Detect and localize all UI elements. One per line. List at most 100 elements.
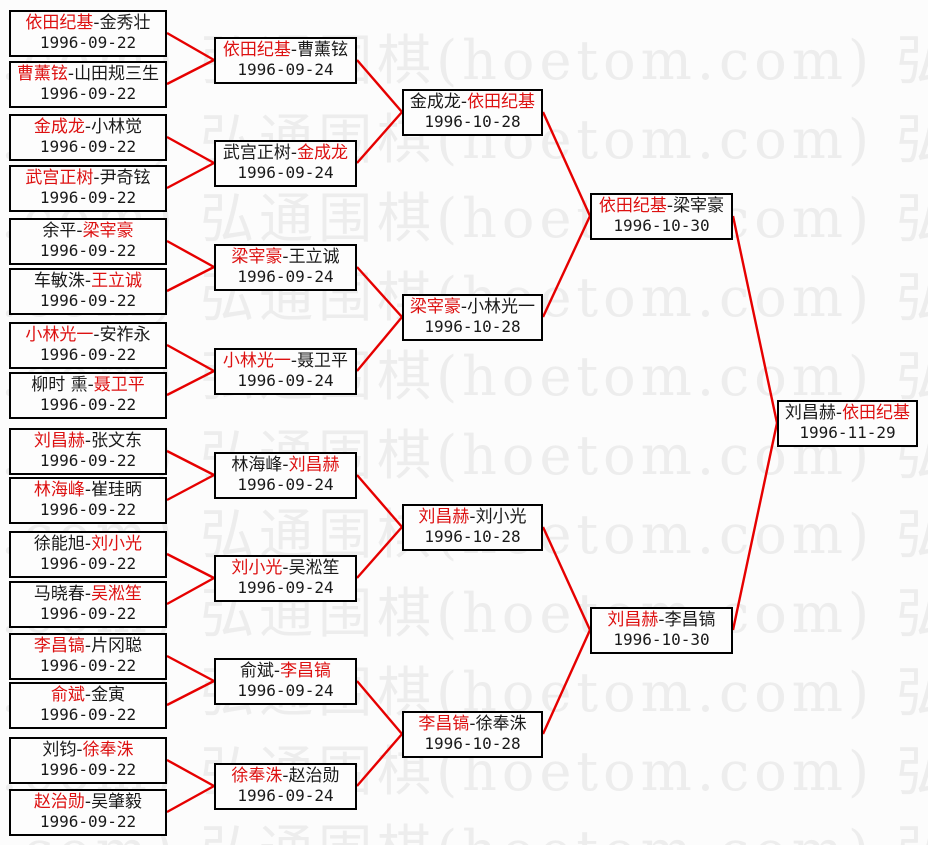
match-box-round1-game10: 林海峰-崔珪昞 1996-09-22 [9,476,167,524]
winner-name: 林海峰 [33,480,85,500]
match-date: 1996-10-28 [424,317,521,336]
player-name: 片冈聪 [91,636,143,656]
player-name: 余平 [42,221,77,241]
player-name: 柳时 熏 [31,375,88,395]
match-date: 1996-11-29 [799,423,896,442]
match-players: 依田纪基-金秀壮 [25,13,150,33]
match-box-round1-game4: 武宫正树-尹奇铉 1996-09-22 [9,164,167,212]
match-players: 刘昌赫-李昌镐 [607,610,715,630]
name-separator: - [76,221,83,241]
bracket-connector [166,654,215,683]
match-date: 1996-09-22 [39,188,137,207]
name-separator: - [460,92,468,112]
match-date: 1996-09-22 [39,84,137,103]
player-name: 山田规三生 [74,64,160,84]
bracket-connector [541,215,592,318]
match-players: 曹薰铉-山田规三生 [17,64,159,84]
match-box-round3-game4: 李昌镐-徐奉洙 1996-10-28 [402,710,543,758]
winner-name: 金成龙 [297,143,349,163]
match-box-round1-game12: 马晓春-吴淞笙 1996-09-22 [9,580,167,628]
match-box-round4-game2: 刘昌赫-李昌镐 1996-10-30 [590,606,733,654]
winner-name: 梁宰豪 [409,297,461,317]
bracket-connector [731,215,779,424]
name-separator: - [93,168,100,188]
match-players: 金成龙-依田纪基 [410,92,535,112]
match-players: 梁宰豪-王立诚 [231,247,339,267]
winner-name: 小林光一 [25,325,94,345]
bracket-connector [356,266,403,318]
match-box-round2-game5: 林海峰-刘昌赫 1996-09-24 [214,451,357,499]
match-players: 小林光一-聂卫平 [223,351,348,371]
bracket-connector [166,58,215,86]
player-name: 小林光一 [467,297,536,317]
name-separator: - [67,64,75,84]
match-box-round2-game4: 小林光一-聂卫平 1996-09-24 [214,347,357,395]
name-separator: - [84,117,92,137]
player-name: 马晓春 [33,584,85,604]
winner-name: 武宫正树 [25,168,94,188]
player-name: 金寅 [91,685,126,705]
match-box-round3-game1: 金成龙-依田纪基 1996-10-28 [402,88,543,136]
bracket-connector [166,576,215,606]
winner-name: 依田纪基 [842,403,911,423]
match-box-round1-game9: 刘昌赫-张文东 1996-09-22 [9,427,167,475]
match-box-round1-game1: 依田纪基-金秀壮 1996-09-22 [9,9,167,57]
name-separator: - [84,584,92,604]
player-name: 赵治勋 [288,766,340,786]
winner-name: 依田纪基 [598,196,667,216]
bracket-connector [166,758,215,788]
player-name: 安祚永 [99,325,151,345]
winner-name: 曹薰铉 [16,64,68,84]
player-name: 林海峰 [231,455,283,475]
winner-name: 李昌镐 [33,636,85,656]
match-players: 刘钧-徐奉洙 [42,740,133,760]
match-players: 徐能旭-刘小光 [34,534,142,554]
match-date: 1996-09-22 [39,291,137,310]
match-box-round1-game16: 赵治勋-吴肇毅 1996-09-22 [9,788,167,836]
match-box-round2-game2: 武宫正树-金成龙 1996-09-24 [214,139,357,187]
match-date: 1996-10-30 [613,630,710,649]
name-separator: - [282,455,289,475]
bracket-connector [166,265,215,293]
match-players: 徐奉洙-赵治勋 [231,766,339,786]
match-box-round1-game15: 刘钧-徐奉洙 1996-09-22 [9,736,167,784]
match-date: 1996-09-24 [237,163,334,182]
match-box-round4-game1: 依田纪基-梁宰豪 1996-10-30 [590,192,733,240]
match-players: 刘昌赫-张文东 [34,431,142,451]
player-name: 崔珪昞 [91,480,143,500]
match-date: 1996-09-22 [39,451,137,470]
bracket-connector [166,369,215,397]
winner-name: 徐奉洙 [82,740,134,760]
bracket-connector [356,111,403,164]
winner-name: 刘小光 [91,534,143,554]
match-players: 刘昌赫-依田纪基 [785,403,910,423]
winner-name: 刘昌赫 [418,507,470,527]
match-box-round1-game5: 余平-梁宰豪 1996-09-22 [9,217,167,265]
player-name: 武宫正树 [222,143,291,163]
bracket-connector [166,161,215,190]
bracket-connector [541,629,592,735]
name-separator: - [282,766,289,786]
name-separator: - [84,480,92,500]
winner-name: 俞斌 [50,685,85,705]
name-separator: - [93,13,100,33]
bracket-connector [541,526,592,631]
player-name: 刘小光 [475,507,527,527]
match-date: 1996-09-22 [39,395,137,414]
match-date: 1996-09-22 [39,812,137,831]
match-players: 赵治勋-吴肇毅 [34,792,142,812]
bracket-connector [166,135,215,165]
name-separator: - [84,685,92,705]
match-box-round1-game7: 小林光一-安祚永 1996-09-22 [9,321,167,369]
winner-name: 梁宰豪 [82,221,134,241]
match-players: 林海峰-刘昌赫 [231,455,339,475]
match-date: 1996-10-28 [424,527,521,546]
name-separator: - [290,143,298,163]
match-date: 1996-10-28 [424,112,521,131]
match-players: 柳时 熏-聂卫平 [31,375,145,395]
match-box-round2-game3: 梁宰豪-王立诚 1996-09-24 [214,243,357,291]
match-date: 1996-09-24 [237,681,334,700]
name-separator: - [84,271,92,291]
